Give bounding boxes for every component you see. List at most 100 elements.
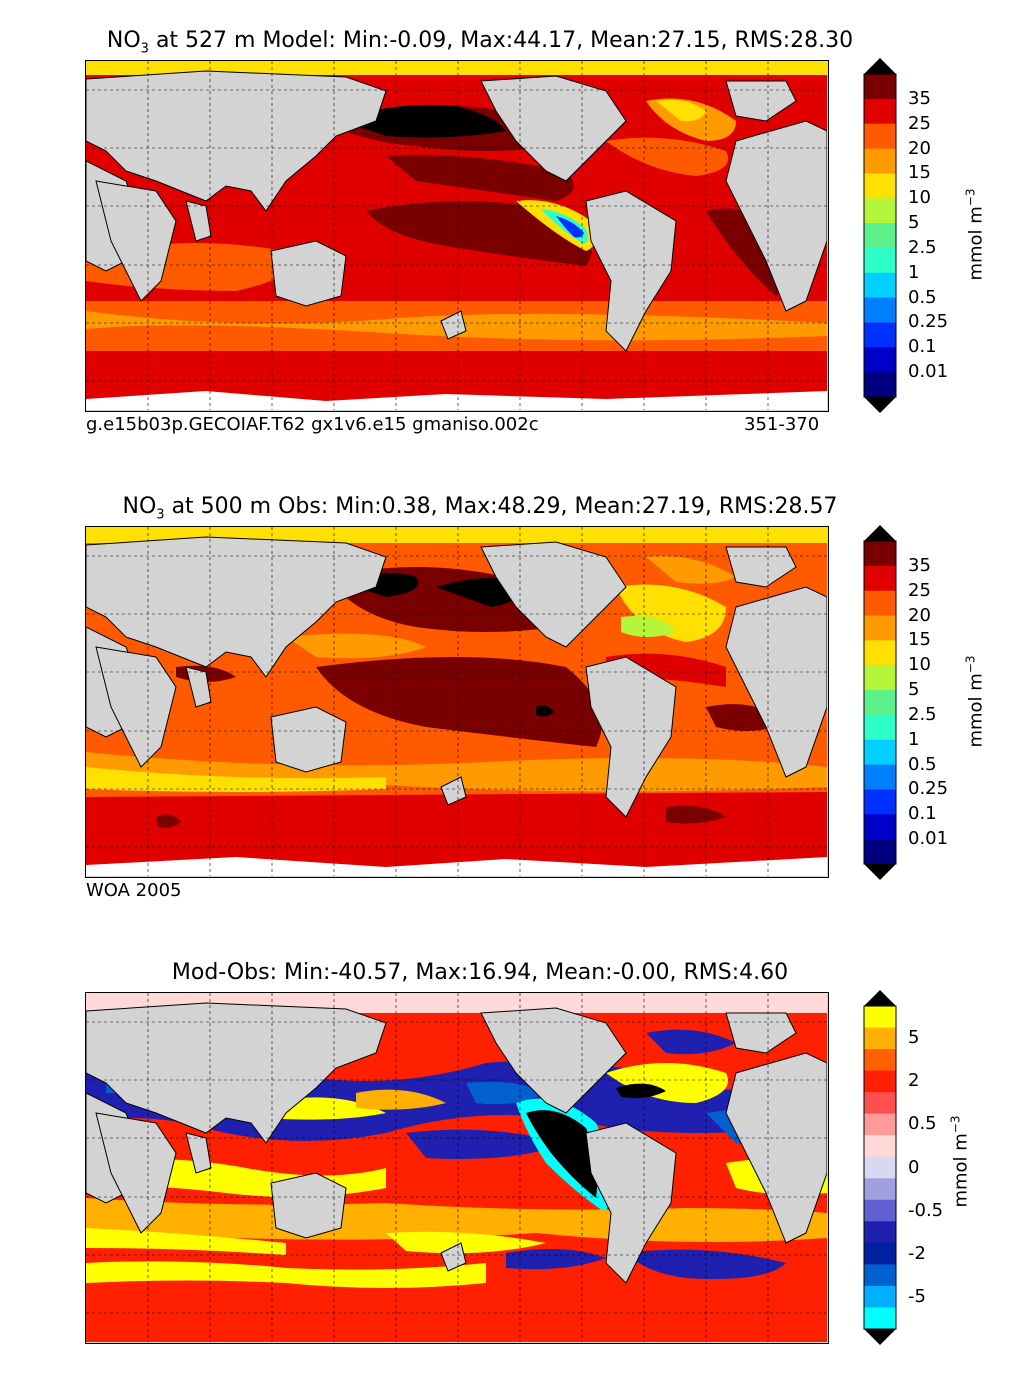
colorbar-swatch bbox=[864, 839, 896, 865]
colorbar-tick-label: 0.25 bbox=[908, 311, 949, 333]
colorbar-tick-label: 5 bbox=[908, 679, 920, 701]
colorbar-swatch bbox=[864, 1092, 896, 1115]
colorbar-swatch bbox=[864, 347, 896, 373]
model-map bbox=[85, 60, 829, 412]
colorbar-swatch bbox=[864, 590, 896, 617]
obs-colorbar: 35 25 20 15 10 5 2.5 1 0.5 0.25 0.1 0.01 mmol m−3 bbox=[860, 525, 1000, 880]
colorbar-extend-min bbox=[864, 1329, 896, 1345]
colorbar-swatch bbox=[864, 565, 896, 592]
colorbar-swatch bbox=[864, 198, 896, 224]
colorbar-tick-label: 2 bbox=[908, 1070, 920, 1092]
colorbar-swatch bbox=[864, 714, 896, 741]
obs-map bbox=[85, 526, 829, 878]
colorbar-tick-label: 5 bbox=[908, 1027, 920, 1049]
model-colorbar-graphic bbox=[863, 58, 897, 413]
model-map-graphic bbox=[86, 61, 827, 410]
colorbar-tick-label: 5 bbox=[908, 212, 920, 234]
obs-map-graphic bbox=[86, 527, 827, 876]
colorbar-swatch bbox=[864, 1307, 896, 1330]
colorbar-swatch bbox=[864, 814, 896, 840]
colorbar-swatch bbox=[864, 247, 896, 274]
colorbar-tick-label: 0 bbox=[908, 1156, 920, 1178]
model-title: NO3 at 527 m Model: Min:-0.09, Max:44.17… bbox=[106, 28, 854, 57]
colorbar-tick-label: 25 bbox=[908, 579, 931, 601]
colorbar-swatch bbox=[864, 1070, 896, 1093]
colorbar-swatch bbox=[864, 123, 896, 150]
colorbar-swatch bbox=[864, 322, 896, 348]
colorbar-swatch bbox=[864, 615, 896, 641]
colorbar-swatch bbox=[864, 665, 896, 691]
colorbar-swatch bbox=[864, 372, 896, 398]
colorbar-swatch bbox=[864, 541, 896, 567]
colorbar-swatch bbox=[864, 1135, 896, 1158]
obs-source-label: WOA 2005 bbox=[86, 880, 182, 901]
colorbar-tick-label: 2.5 bbox=[908, 703, 937, 725]
colorbar-tick-label: 0.5 bbox=[908, 286, 937, 308]
colorbar-swatch bbox=[864, 640, 896, 666]
colorbar-tick-label: 10 bbox=[908, 187, 931, 209]
colorbar-swatch bbox=[864, 1156, 896, 1179]
colorbar-extend-min bbox=[864, 397, 896, 413]
colorbar-swatch bbox=[864, 148, 896, 174]
colorbar-swatch bbox=[864, 1113, 896, 1136]
colorbar-tick-label: 0.25 bbox=[908, 778, 949, 800]
colorbar-swatch bbox=[864, 690, 896, 716]
colorbar-tick-label: 35 bbox=[908, 87, 931, 109]
diff-colorbar-graphic bbox=[863, 990, 897, 1345]
colorbar-tick-label: 25 bbox=[908, 112, 931, 134]
diff-title: Mod-Obs: Min:-40.57, Max:16.94, Mean:-0.… bbox=[171, 960, 789, 985]
colorbar-frame bbox=[863, 1005, 897, 1330]
colorbar-tick-label: 20 bbox=[908, 137, 931, 159]
colorbar-tick-label: 0.5 bbox=[908, 753, 937, 775]
colorbar-tick-label: 0.01 bbox=[908, 361, 949, 383]
colorbar-tick-label: -0.5 bbox=[908, 1199, 944, 1221]
colorbar-tick-label: -2 bbox=[908, 1242, 926, 1264]
colorbar-swatch bbox=[864, 1199, 896, 1222]
colorbar-tick-label: 1 bbox=[908, 261, 920, 283]
colorbar-swatch bbox=[864, 297, 896, 323]
colorbar-swatch bbox=[864, 739, 896, 766]
colorbar-swatch bbox=[864, 1242, 896, 1265]
colorbar-swatch bbox=[864, 1178, 896, 1201]
diff-colorbar-unit: mmol m−3 bbox=[948, 1115, 972, 1208]
diff-map-graphic bbox=[86, 993, 827, 1342]
colorbar-tick-label: 0.5 bbox=[908, 1113, 937, 1135]
obs-title: NO3 at 500 m Obs: Min:0.38, Max:48.29, M… bbox=[122, 494, 838, 523]
colorbar-swatch bbox=[864, 98, 896, 125]
model-colorbar: 35 25 20 15 10 5 2.5 1 0.5 0.25 0.1 0.01 mmol m−3 bbox=[860, 58, 1000, 413]
obs-colorbar-unit: mmol m−3 bbox=[963, 655, 987, 748]
colorbar-tick-label: 0.1 bbox=[908, 803, 937, 825]
colorbar-tick-label: 15 bbox=[908, 162, 931, 184]
colorbar-tick-label: 0.1 bbox=[908, 336, 937, 358]
colorbar-frame bbox=[863, 540, 897, 865]
colorbar-extend-max bbox=[864, 58, 896, 74]
colorbar-extend-max bbox=[864, 990, 896, 1006]
colorbar-swatch bbox=[864, 1221, 896, 1244]
colorbar-extend-min bbox=[864, 864, 896, 880]
colorbar-tick-label: 15 bbox=[908, 629, 931, 651]
colorbar-tick-label: 1 bbox=[908, 728, 920, 750]
diff-colorbar: 5 2 0.5 0 -0.5 -2 -5 mmol m−3 bbox=[860, 990, 1000, 1345]
colorbar-swatch bbox=[864, 173, 896, 199]
colorbar-swatch bbox=[864, 223, 896, 249]
colorbar-frame bbox=[863, 73, 897, 398]
colorbar-swatch bbox=[864, 764, 896, 790]
colorbar-swatch bbox=[864, 1027, 896, 1050]
colorbar-tick-label: 35 bbox=[908, 554, 931, 576]
diff-map bbox=[85, 992, 829, 1344]
colorbar-swatch bbox=[864, 74, 896, 100]
colorbar-tick-label: 20 bbox=[908, 604, 931, 626]
colorbar-extend-max bbox=[864, 525, 896, 541]
colorbar-swatch bbox=[864, 1264, 896, 1287]
colorbar-tick-label: 2.5 bbox=[908, 236, 937, 258]
model-case-label: g.e15b03p.GECOIAF.T62 gx1v6.e15 gmaniso.… bbox=[86, 414, 539, 435]
colorbar-swatch bbox=[864, 1006, 896, 1029]
obs-colorbar-graphic bbox=[863, 525, 897, 880]
colorbar-swatch bbox=[864, 789, 896, 815]
model-colorbar-unit: mmol m−3 bbox=[963, 188, 987, 281]
model-years-label: 351-370 bbox=[744, 414, 820, 435]
colorbar-swatch bbox=[864, 1285, 896, 1308]
colorbar-tick-label: 10 bbox=[908, 654, 931, 676]
colorbar-tick-label: 0.01 bbox=[908, 828, 949, 850]
colorbar-swatch bbox=[864, 1049, 896, 1072]
